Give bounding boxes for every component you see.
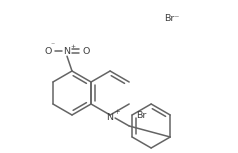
Text: +: + (70, 44, 75, 49)
Text: O: O (45, 47, 52, 56)
Text: Br: Br (136, 110, 146, 119)
Text: N: N (64, 47, 70, 56)
Text: Br⁻: Br⁻ (164, 14, 179, 23)
Text: O: O (82, 47, 89, 56)
Text: ⁻: ⁻ (50, 41, 55, 50)
Text: N: N (107, 112, 114, 121)
Text: +: + (114, 109, 120, 115)
